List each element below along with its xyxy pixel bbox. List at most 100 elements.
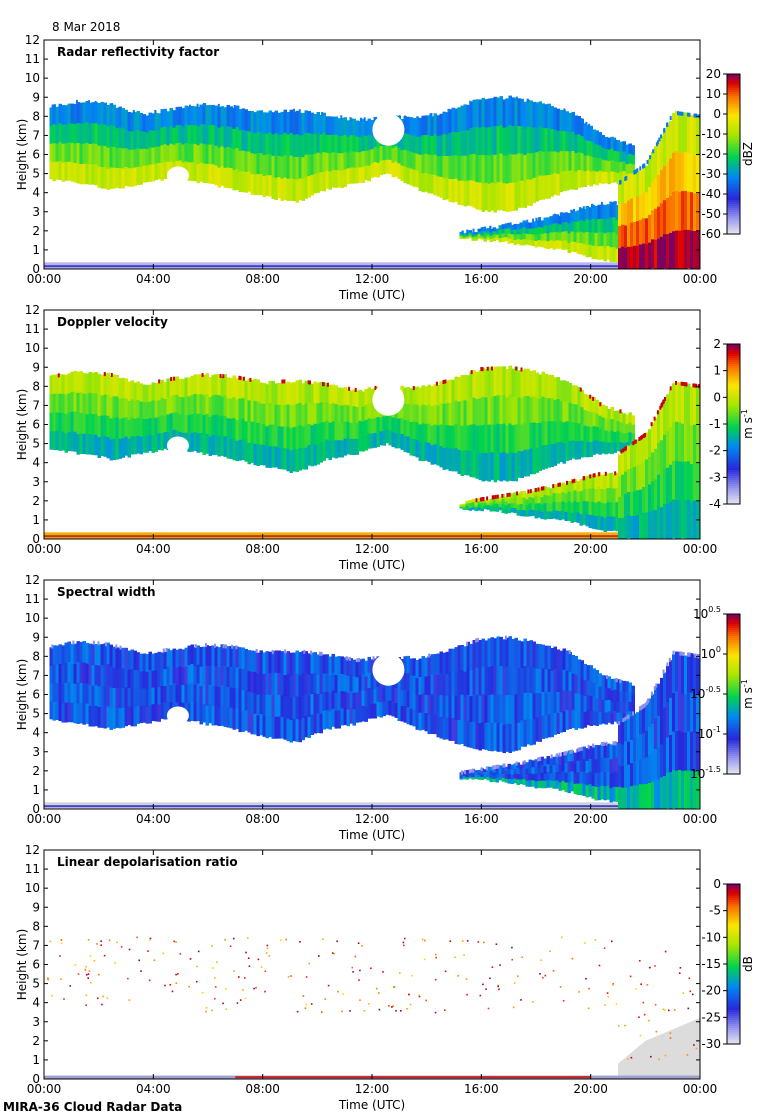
heatmap-cell (556, 712, 560, 734)
heatmap-cell (475, 639, 479, 668)
heatmap-cell (454, 671, 458, 696)
heatmap-cell (121, 168, 125, 189)
edge-speckle (694, 383, 697, 388)
heatmap-cell (109, 708, 113, 730)
heatmap-cell (343, 169, 347, 187)
heatmap-cell (582, 232, 586, 245)
heatmap-cell (529, 371, 533, 398)
heatmap-cell (181, 649, 185, 668)
heatmap-cell (169, 650, 173, 668)
heatmap-cell (196, 106, 200, 127)
heatmap-cell (76, 412, 80, 434)
heatmap-data (44, 635, 700, 809)
heatmap-cell (457, 694, 461, 720)
heatmap-cell (307, 674, 311, 696)
edge-speckle (555, 753, 558, 758)
heatmap-cell (465, 235, 469, 238)
y-tick-label: 1 (32, 243, 40, 257)
heatmap-cell (622, 691, 626, 703)
heatmap-cell (532, 101, 536, 128)
heatmap-cell (436, 135, 440, 157)
heatmap-cell (589, 710, 593, 726)
heatmap-cell (205, 705, 209, 726)
heatmap-cell (61, 105, 65, 125)
heatmap-cell (148, 705, 152, 724)
heatmap-cell (588, 244, 592, 257)
heatmap-cell (663, 775, 667, 809)
heatmap-cell (675, 381, 679, 422)
heatmap-cell (528, 503, 532, 510)
heatmap-cell (268, 715, 272, 738)
heatmap-cell (618, 496, 622, 519)
heatmap-cell (403, 656, 407, 674)
heatmap-cell (507, 503, 511, 509)
heatmap-cell (67, 103, 71, 124)
heatmap-cell (79, 102, 83, 124)
heatmap-cell (687, 770, 691, 809)
heatmap-cell (598, 711, 602, 725)
heatmap-cell (630, 716, 634, 740)
heatmap-cell (265, 384, 269, 406)
ldr-speckle (585, 977, 587, 980)
colorbar-swatch (727, 752, 740, 755)
heatmap-cell (576, 231, 580, 244)
edge-speckle (605, 675, 608, 679)
heatmap-cell (259, 110, 263, 132)
edge-speckle (625, 176, 628, 181)
ldr-speckle (552, 970, 555, 972)
heatmap-cell (388, 415, 392, 431)
heatmap-cell (613, 411, 617, 422)
heatmap-cell (346, 675, 350, 693)
heatmap-cell (493, 366, 497, 396)
heatmap-cell (361, 658, 365, 675)
heatmap-cell (364, 434, 368, 451)
heatmap-cell (475, 181, 479, 210)
heatmap-cell (160, 432, 164, 451)
heatmap-cell (472, 180, 476, 208)
heatmap-cell (313, 423, 317, 445)
heatmap-cell (514, 423, 518, 453)
heatmap-cell (660, 506, 664, 539)
x-tick-label: 20:00 (573, 542, 608, 556)
heatmap-cell (693, 654, 697, 694)
heatmap-cell (499, 124, 503, 154)
heatmap-cell (163, 702, 167, 720)
x-tick-label: 00:00 (27, 542, 62, 556)
heatmap-cell (564, 230, 568, 241)
heatmap-cell (451, 379, 455, 403)
heatmap-cell (613, 710, 617, 722)
heatmap-cell (262, 403, 266, 425)
heatmap-cell (49, 430, 53, 450)
heatmap-cell (229, 147, 233, 168)
y-tick-label: 0 (32, 532, 40, 546)
heatmap-cell (73, 411, 77, 432)
colorbar-swatch (727, 658, 740, 661)
edge-speckle (115, 644, 118, 649)
heatmap-cell (603, 517, 607, 532)
heatmap-cell (469, 101, 473, 128)
heatmap-cell (645, 191, 649, 219)
heatmap-cell (577, 133, 581, 153)
heatmap-cell (537, 232, 541, 240)
colorbar-swatch (727, 1016, 740, 1019)
heatmap-cell (628, 691, 632, 702)
colorbar-swatch (727, 174, 740, 177)
ldr-speckle (664, 1054, 667, 1057)
heatmap-cell (91, 644, 95, 666)
heatmap-cell (247, 171, 251, 192)
heatmap-cell (562, 170, 566, 192)
y-tick-label: 2 (32, 224, 40, 238)
heatmap-cell (489, 501, 493, 506)
heatmap-cell (501, 228, 505, 234)
edge-speckle (680, 651, 682, 656)
edge-speckle (479, 497, 482, 502)
heatmap-cell (648, 698, 652, 727)
heatmap-cell (106, 394, 110, 416)
heatmap-cell (355, 390, 359, 407)
heatmap-cell (528, 759, 532, 767)
heatmap-cell (262, 694, 266, 716)
colorbar-swatch (727, 742, 740, 745)
cloud-gap (372, 653, 405, 686)
heatmap-cell (106, 372, 110, 395)
heatmap-cell (325, 709, 329, 729)
